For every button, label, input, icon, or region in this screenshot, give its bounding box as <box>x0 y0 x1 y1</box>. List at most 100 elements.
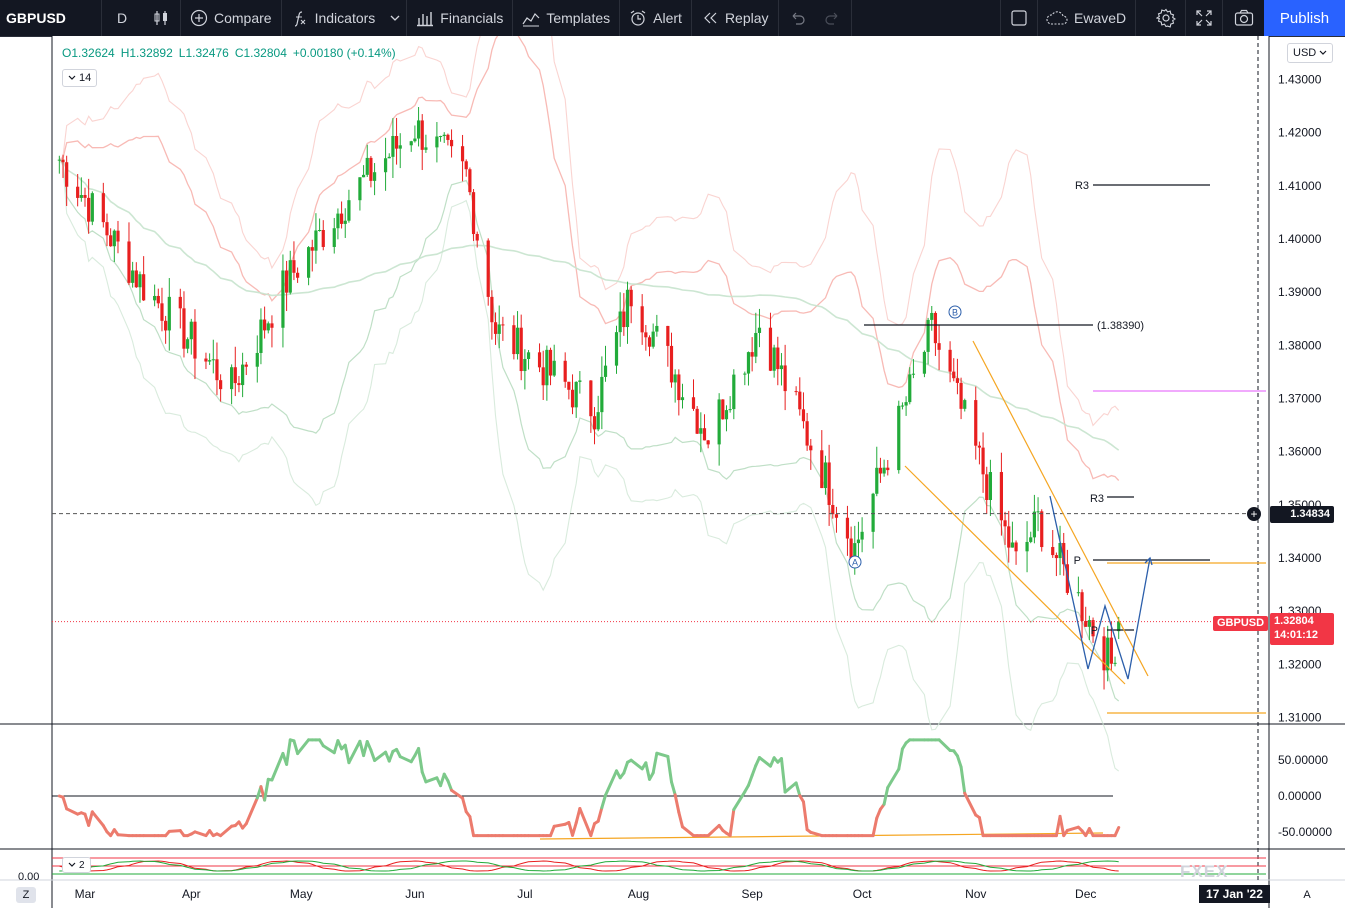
symbol-search-button[interactable]: GBPUSD <box>0 0 102 36</box>
replay-button[interactable]: Replay <box>692 0 779 36</box>
layout-select-button[interactable] <box>1000 0 1038 36</box>
candle-body <box>310 247 314 251</box>
candle-body <box>933 312 938 344</box>
indicator-length-value: 14 <box>79 72 92 84</box>
oscillator-segment <box>373 750 388 762</box>
redo-button[interactable] <box>815 0 852 36</box>
candle-body <box>398 145 402 149</box>
price-axis-label: 1.37000 <box>1278 392 1322 406</box>
templates-button[interactable]: Templates <box>513 0 621 36</box>
candle-body <box>651 331 655 347</box>
price-axis-label: 1.39000 <box>1278 285 1322 299</box>
templates-icon <box>522 13 540 27</box>
add-alert-plus-icon[interactable]: + <box>1247 507 1261 521</box>
auto-scale-button[interactable]: A <box>1303 889 1311 901</box>
candle-body <box>127 241 131 283</box>
candle-body <box>112 230 116 247</box>
projection-arrow <box>1144 556 1153 566</box>
candle-body <box>589 380 593 417</box>
candle-body <box>446 134 450 140</box>
candle-body <box>358 177 362 201</box>
candle-body <box>732 374 736 410</box>
oscillator-segment <box>578 807 593 838</box>
candle-body <box>871 493 875 532</box>
financials-button[interactable]: Financials <box>407 0 514 36</box>
candle-body <box>886 467 890 471</box>
candle-body <box>219 380 223 390</box>
undo-button[interactable] <box>779 0 815 36</box>
indicators-button[interactable]: Indicators <box>282 0 385 36</box>
candle-body <box>948 349 952 372</box>
candle-body <box>856 539 861 544</box>
bar-chart-icon <box>417 12 434 27</box>
layout-name-button[interactable]: EwaveD <box>1037 0 1137 36</box>
chevron-down-icon <box>68 862 76 867</box>
candle-body <box>702 428 707 441</box>
candle-body <box>394 135 399 149</box>
upper-band-line <box>59 36 1120 481</box>
candle-body <box>999 472 1004 521</box>
interval-button[interactable]: D <box>102 0 142 36</box>
r3-upper-label: R3 <box>1075 180 1089 192</box>
oscillator-segment <box>779 757 787 794</box>
candle-body <box>706 440 710 445</box>
candle-body <box>167 296 171 331</box>
indicator-length-toggle[interactable]: 14 <box>62 69 98 87</box>
snapshot-button[interactable] <box>1225 0 1263 36</box>
candle-body <box>134 270 138 288</box>
candle-body <box>208 360 212 362</box>
candle-body <box>266 323 270 331</box>
candle-body <box>186 339 190 349</box>
candle-body <box>270 323 274 328</box>
square-icon <box>1011 10 1027 26</box>
wedge-upper-line <box>972 340 1149 677</box>
oscillator-segment <box>446 779 454 792</box>
candle-body <box>768 327 773 371</box>
oscillator-segment <box>666 754 673 784</box>
oscillator-segment <box>1065 825 1080 832</box>
wave-b-circle <box>948 305 962 319</box>
oscillator-segment <box>420 770 428 784</box>
candle-body <box>552 360 556 376</box>
candle-body <box>794 391 798 393</box>
compare-button[interactable]: Compare <box>181 0 282 36</box>
candle-body <box>545 349 549 386</box>
candle-body <box>1102 636 1106 671</box>
settings-button[interactable] <box>1147 0 1186 36</box>
oscillator-segment <box>292 739 300 756</box>
timezone-button[interactable]: Z <box>16 887 36 903</box>
oscillator2-toggle[interactable]: 2 <box>62 857 91 873</box>
candle-body <box>361 174 366 178</box>
candle-body <box>259 319 263 353</box>
candle-body <box>541 367 545 386</box>
projection-path <box>1049 495 1151 680</box>
currency-select[interactable]: USD <box>1287 43 1334 63</box>
time-axis-label: Nov <box>965 887 986 901</box>
candle-body <box>977 445 982 448</box>
time-axis-label: Sep <box>741 887 763 901</box>
oscillator-segment <box>604 769 619 797</box>
candle-body <box>438 136 443 138</box>
chart-style-button[interactable] <box>142 0 181 36</box>
indicator-templates-button[interactable] <box>384 0 408 36</box>
candle-body <box>644 332 648 338</box>
oscillator-layer <box>52 738 1121 840</box>
oscillator-segment <box>365 740 373 752</box>
oscillator-segment <box>387 749 395 763</box>
chart-area[interactable]: R3 R3 P P (1.38390) A B 1.43000 1.42000 1.41000 1… <box>0 36 1345 908</box>
candle-body <box>306 247 311 278</box>
bollinger-bands-layer <box>58 36 1120 772</box>
fullscreen-button[interactable] <box>1186 0 1223 36</box>
candle-body <box>83 195 87 198</box>
candle-body <box>926 319 930 352</box>
candle-body <box>875 467 879 494</box>
oscillator-segment <box>677 810 684 829</box>
candle-body <box>691 397 696 409</box>
redo-icon <box>824 12 837 25</box>
alert-button[interactable]: Alert <box>620 0 692 36</box>
candle-body <box>959 382 963 409</box>
currency-label: USD <box>1293 47 1317 59</box>
oscillator-segment <box>644 761 652 781</box>
publish-button[interactable]: Publish <box>1264 0 1345 36</box>
